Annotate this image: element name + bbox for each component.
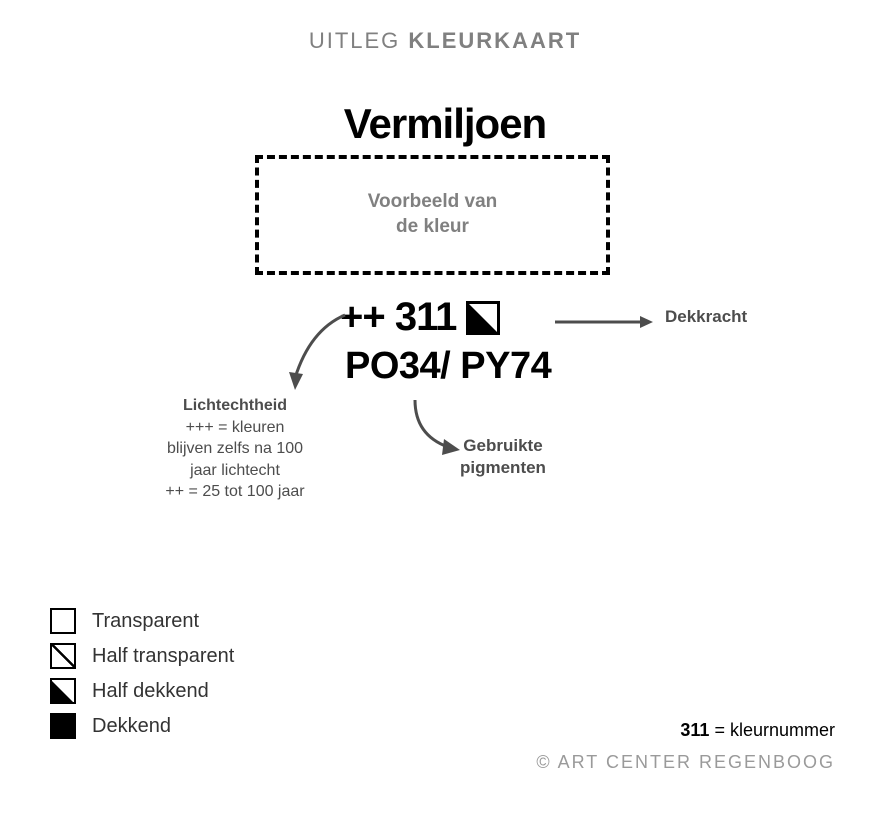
legend-label: Dekkend bbox=[92, 715, 171, 738]
licht-title: Lichtechtheid bbox=[183, 397, 287, 414]
licht-line4: ++ = 25 tot 100 jaar bbox=[165, 483, 304, 500]
header-bold: KLEURKAART bbox=[408, 28, 581, 53]
pigment-codes: PO34/ PY74 bbox=[345, 345, 551, 388]
legend-label: Half transparent bbox=[92, 645, 234, 668]
opacity-legend: Transparent Half transparent Half dekken… bbox=[50, 608, 234, 748]
legend-label: Transparent bbox=[92, 610, 199, 633]
legend-label: Half dekkend bbox=[92, 680, 209, 703]
arrow-dekkracht-icon bbox=[555, 312, 655, 332]
licht-line2: blijven zelfs na 100 bbox=[167, 440, 303, 457]
legend-row-half-dekkend: Half dekkend bbox=[50, 678, 234, 704]
licht-line1: +++ = kleuren bbox=[186, 419, 285, 436]
legend-row-transparent: Transparent bbox=[50, 608, 234, 634]
transparent-icon bbox=[50, 608, 76, 634]
color-number: 311 bbox=[395, 295, 457, 340]
half-dekkend-icon bbox=[50, 678, 76, 704]
arrow-lightfast-icon bbox=[280, 310, 360, 400]
licht-line3: jaar lichtecht bbox=[190, 462, 280, 479]
legend-row-half-transparent: Half transparent bbox=[50, 643, 234, 669]
dekkend-icon bbox=[50, 713, 76, 739]
label-lightfast: Lichtechtheid +++ = kleuren blijven zelf… bbox=[135, 395, 335, 503]
swatch-label: Voorbeeld vande kleur bbox=[368, 190, 498, 239]
color-number-note: 311 = kleurnummer bbox=[680, 720, 835, 741]
page-title: UITLEG KLEURKAART bbox=[0, 0, 890, 54]
copyright: © ART CENTER REGENBOOG bbox=[536, 752, 835, 773]
legend-row-dekkend: Dekkend bbox=[50, 713, 234, 739]
label-dekkracht: Dekkracht bbox=[665, 307, 747, 327]
opacity-icon bbox=[466, 301, 500, 335]
footer-bold: 311 bbox=[680, 720, 709, 740]
footer-rest: = kleurnummer bbox=[709, 720, 835, 740]
header-light: UITLEG bbox=[309, 28, 409, 53]
half-transparent-icon bbox=[50, 643, 76, 669]
color-swatch-placeholder: Voorbeeld vande kleur bbox=[255, 155, 610, 275]
color-name: Vermiljoen bbox=[344, 100, 546, 148]
code-line: ++ 311 bbox=[340, 295, 500, 340]
label-pigment: Gebruiktepigmenten bbox=[460, 435, 546, 479]
